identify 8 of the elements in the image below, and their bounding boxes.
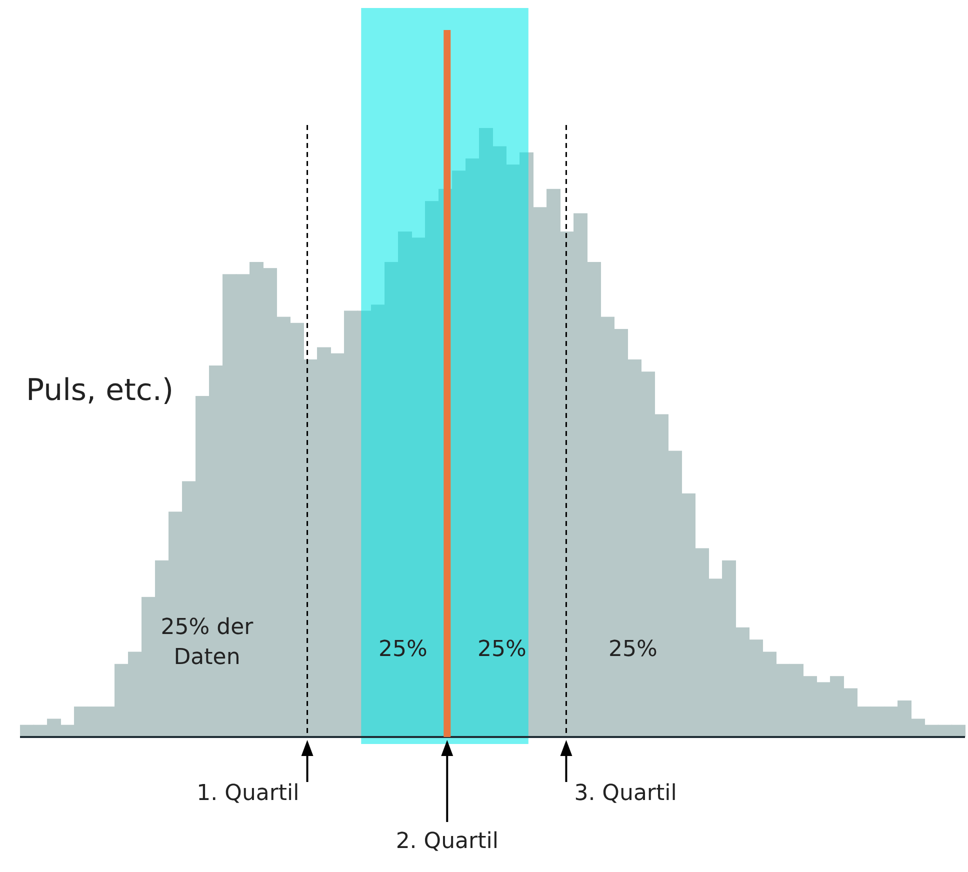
annotation: 25% xyxy=(378,637,428,662)
text: 2. Quartil xyxy=(396,829,498,854)
annotation: 25% xyxy=(478,637,526,662)
text: 3. Quartil xyxy=(574,781,677,806)
annotation: Puls, etc.) xyxy=(26,373,174,408)
annotation: 25% xyxy=(608,637,658,662)
annotation: 25% der Daten xyxy=(160,615,254,670)
text: 1. Quartil xyxy=(196,781,300,806)
